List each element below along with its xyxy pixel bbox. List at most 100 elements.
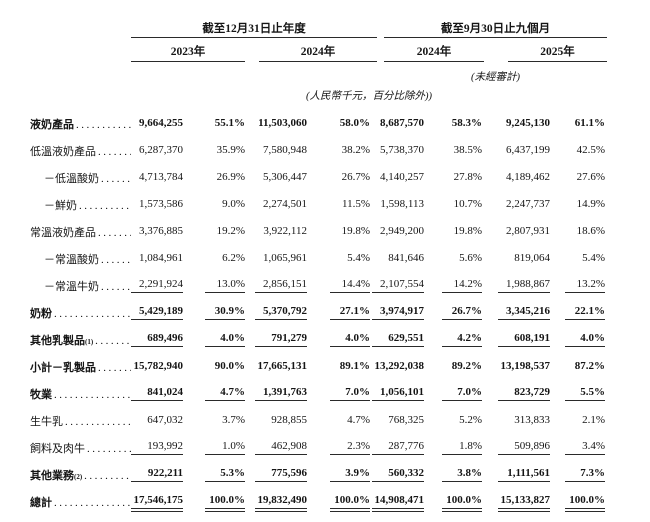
percent-cell: 5.4% — [347, 251, 370, 264]
value-cell: 4,140,257 — [380, 170, 424, 183]
percent-cell: 26.9% — [216, 170, 245, 183]
percent-cell: 1.0% — [183, 434, 245, 461]
value-cell: 7,580,948 — [263, 143, 307, 156]
value-cell: 928,855 — [271, 413, 307, 426]
value-cell: 13,292,038 — [374, 359, 425, 372]
value-cell: 509,896 — [482, 434, 550, 461]
value-cell: 2,291,924 — [131, 272, 183, 299]
value-cell: 791,279 — [245, 326, 307, 353]
row-label-text: 總計 — [30, 496, 52, 509]
year-header-2023: 2023年 — [131, 43, 245, 62]
percent-cell: 14.2% — [424, 272, 482, 299]
value-cell: 9,245,130 — [506, 116, 550, 129]
percent-cell: 26.7% — [341, 170, 370, 183]
value-cell: 5,370,792 — [245, 299, 307, 326]
percent-cell: 5.3% — [183, 461, 245, 488]
table-row: 低溫液奶產品..................................… — [30, 137, 605, 164]
dot-leader: ........................................… — [98, 145, 131, 158]
value-cell: 3,974,917 — [370, 299, 424, 326]
dot-leader: ........................................… — [84, 469, 131, 482]
percent-cell: 4.7% — [183, 380, 245, 407]
value-cell: 4,713,784 — [139, 170, 183, 183]
percent-cell: 90.0% — [214, 359, 245, 372]
dot-leader: ........................................… — [54, 496, 131, 509]
dot-leader: ........................................… — [95, 334, 131, 347]
percent-cell: 14.9% — [576, 197, 605, 210]
percent-cell: 19.8% — [341, 224, 370, 237]
row-label-text: 牧業 — [30, 388, 52, 401]
percent-cell: 14.4% — [307, 272, 370, 299]
row-label-text: －鮮奶 — [44, 199, 77, 212]
period-group-nine-month-title: 截至9月30日止九個月 — [440, 23, 551, 35]
value-cell: 3,345,216 — [482, 299, 550, 326]
period-group-annual-title: 截至12月31日止年度 — [202, 23, 306, 35]
row-label: 常溫液奶產品..................................… — [30, 218, 131, 245]
value-cell: 313,833 — [514, 413, 550, 426]
value-cell: 2,274,501 — [263, 197, 307, 210]
value-cell: 1,391,763 — [245, 380, 307, 407]
dot-leader: ........................................… — [98, 226, 131, 239]
row-label: －常溫牛奶...................................… — [30, 272, 131, 299]
value-cell: 922,211 — [131, 461, 183, 488]
table-row: 其他乳製品(1)................................… — [30, 326, 605, 353]
table-row: 小計－乳製品..................................… — [30, 353, 605, 380]
value-cell: 823,729 — [482, 380, 550, 407]
row-label: 小計－乳製品..................................… — [30, 353, 131, 380]
percent-cell: 35.9% — [216, 143, 245, 156]
percent-cell: 58.3% — [451, 116, 482, 129]
percent-cell: 4.2% — [424, 326, 482, 353]
dot-leader: ........................................… — [54, 388, 131, 401]
row-label: 生牛乳.....................................… — [30, 407, 131, 434]
value-cell: 1,573,586 — [139, 197, 183, 210]
percent-cell: 7.0% — [307, 380, 370, 407]
percent-cell: 38.5% — [453, 143, 482, 156]
table-row: 飼料及肉牛...................................… — [30, 434, 605, 461]
value-cell: 2,807,931 — [506, 224, 550, 237]
percent-cell: 100.0% — [307, 488, 370, 515]
table-row: 液奶產品....................................… — [30, 110, 605, 137]
percent-cell: 26.7% — [424, 299, 482, 326]
nine-month-group-rule — [384, 37, 607, 38]
percent-cell: 89.2% — [451, 359, 482, 372]
row-label-text: 其他乳製品 — [30, 334, 85, 347]
table-row: －常溫酸奶...................................… — [30, 245, 605, 272]
dot-leader: ........................................… — [87, 442, 131, 455]
percent-cell: 55.1% — [214, 116, 245, 129]
value-cell: 629,551 — [370, 326, 424, 353]
dot-leader: ........................................… — [76, 118, 131, 131]
value-cell: 287,776 — [370, 434, 424, 461]
value-cell: 15,133,827 — [482, 488, 550, 515]
percent-cell: 30.9% — [183, 299, 245, 326]
row-label-text: 生牛乳 — [30, 415, 63, 428]
percent-cell: 18.6% — [576, 224, 605, 237]
value-cell: 17,665,131 — [257, 359, 308, 372]
value-cell: 819,064 — [514, 251, 550, 264]
percent-cell: 100.0% — [183, 488, 245, 515]
percent-cell: 3.7% — [222, 413, 245, 426]
percent-cell: 27.6% — [576, 170, 605, 183]
row-label-text: 其他業務 — [30, 469, 74, 482]
percent-cell: 58.0% — [339, 116, 370, 129]
value-cell: 5,738,370 — [380, 143, 424, 156]
percent-cell: 89.1% — [339, 359, 370, 372]
value-cell: 1,065,961 — [263, 251, 307, 264]
value-cell: 11,503,060 — [258, 116, 307, 129]
table-row: 常溫液奶產品..................................… — [30, 218, 605, 245]
value-cell: 17,546,175 — [131, 488, 183, 515]
row-label-text: 奶粉 — [30, 307, 52, 320]
dot-leader: ........................................… — [65, 415, 131, 428]
value-cell: 14,908,471 — [370, 488, 424, 515]
row-label-text: 液奶產品 — [30, 118, 74, 131]
percent-cell: 5.6% — [459, 251, 482, 264]
value-cell: 1,111,561 — [482, 461, 550, 488]
value-cell: 462,908 — [245, 434, 307, 461]
value-cell: 1,598,113 — [380, 197, 424, 210]
value-cell: 560,332 — [370, 461, 424, 488]
value-cell: 2,856,151 — [245, 272, 307, 299]
value-cell: 2,949,200 — [380, 224, 424, 237]
percent-cell: 2.3% — [307, 434, 370, 461]
table-row: －低溫酸奶...................................… — [30, 164, 605, 191]
percent-cell: 5.5% — [550, 380, 605, 407]
table-row: 其他業務(2).................................… — [30, 461, 605, 488]
